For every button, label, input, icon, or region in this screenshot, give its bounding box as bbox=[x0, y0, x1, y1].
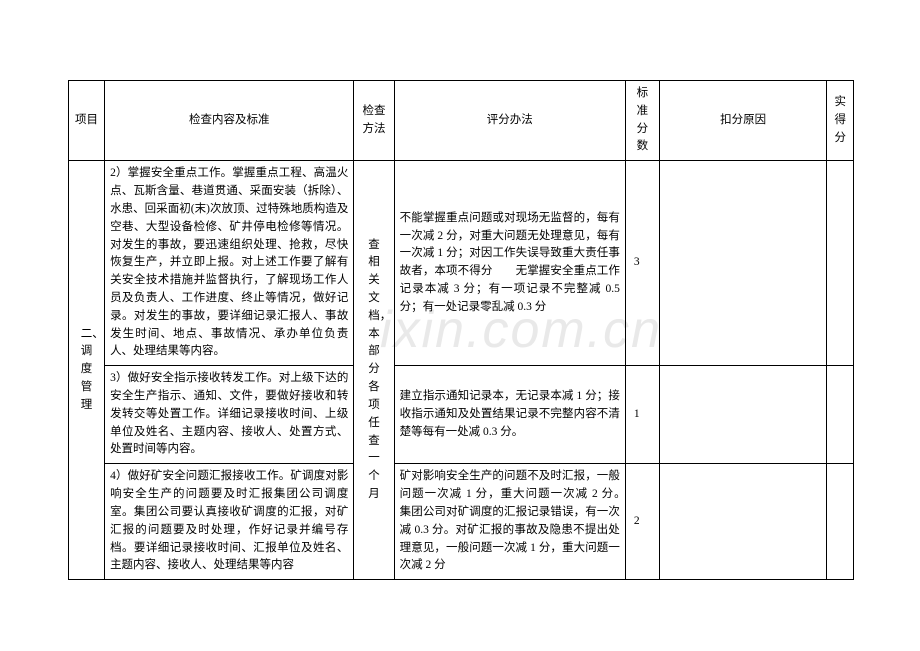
header-check-content: 检查内容及标准 bbox=[105, 81, 354, 161]
scoring-cell: 矿对影响安全生产的问题不及时汇报，一般问题一次减 1 分，重大问题一次减 2 分… bbox=[394, 464, 625, 580]
header-scoring: 评分办法 bbox=[394, 81, 625, 161]
actual-score-cell bbox=[827, 366, 854, 464]
assessment-table: 项目 检查内容及标准 检查方法 评分办法 标准分数 扣分原因 实得分 二、调度管… bbox=[68, 80, 854, 580]
std-score-cell: 3 bbox=[625, 161, 659, 366]
scoring-cell: 不能掌握重点问题或对现场无监督的，每有一次减 2 分，对重大问题无处理意见，每有… bbox=[394, 161, 625, 366]
section-title-cell: 二、调度管理 bbox=[69, 161, 105, 580]
check-content-cell: 3）做好安全指示接收转发工作。对上级下达的安全生产指示、通知、文件，要做好接收和… bbox=[105, 366, 354, 464]
scoring-cell: 建立指示通知记录本，无记录本减 1 分；接收指示通知及处置结果记录不完整内容不清… bbox=[394, 366, 625, 464]
check-content-cell: 2）掌握安全重点工作。掌握重点工程、高温火点、瓦斯含量、巷道贯通、采面安装（拆除… bbox=[105, 161, 354, 366]
std-score-cell: 2 bbox=[625, 464, 659, 580]
header-check-method: 检查方法 bbox=[354, 81, 394, 161]
check-method-cell: 查相关文档，本部分各项任查一个月 bbox=[354, 161, 394, 580]
header-std-score: 标准分数 bbox=[625, 81, 659, 161]
table-row: 3）做好安全指示接收转发工作。对上级下达的安全生产指示、通知、文件，要做好接收和… bbox=[69, 366, 854, 464]
actual-score-cell bbox=[827, 161, 854, 366]
table-header-row: 项目 检查内容及标准 检查方法 评分办法 标准分数 扣分原因 实得分 bbox=[69, 81, 854, 161]
std-score-cell: 1 bbox=[625, 366, 659, 464]
header-deduct-reason: 扣分原因 bbox=[659, 81, 827, 161]
deduct-reason-cell bbox=[659, 464, 827, 580]
actual-score-cell bbox=[827, 464, 854, 580]
check-content-cell: 4）做好矿安全问题汇报接收工作。矿调度对影响安全生产的问题要及时汇报集团公司调度… bbox=[105, 464, 354, 580]
deduct-reason-cell bbox=[659, 366, 827, 464]
table-row: 二、调度管理 2）掌握安全重点工作。掌握重点工程、高温火点、瓦斯含量、巷道贯通、… bbox=[69, 161, 854, 366]
document-page: 项目 检查内容及标准 检查方法 评分办法 标准分数 扣分原因 实得分 二、调度管… bbox=[68, 80, 854, 580]
table-row: 4）做好矿安全问题汇报接收工作。矿调度对影响安全生产的问题要及时汇报集团公司调度… bbox=[69, 464, 854, 580]
deduct-reason-cell bbox=[659, 161, 827, 366]
header-project: 项目 bbox=[69, 81, 105, 161]
header-actual-score: 实得分 bbox=[827, 81, 854, 161]
